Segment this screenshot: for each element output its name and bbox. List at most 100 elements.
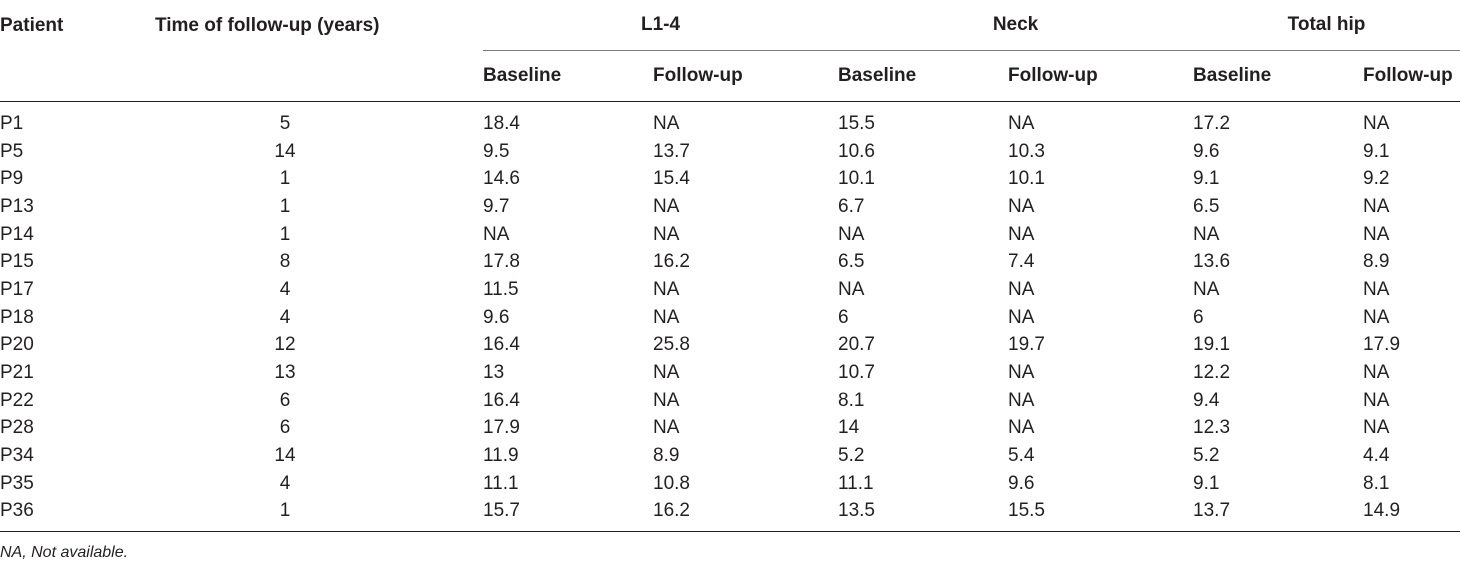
table-row: P28 6 17.9 NA 14 NA 12.3 NA	[0, 415, 1460, 443]
cell-neck-baseline: 10.1	[838, 168, 875, 190]
cell-total-hip-baseline: NA	[1193, 278, 1220, 300]
table-row: P15 8 17.8 16.2 6.5 7.4 13.6 8.9	[0, 248, 1460, 276]
cell-total-hip-baseline: 13.6	[1193, 251, 1231, 273]
cell-neck-baseline: 10.6	[838, 140, 875, 162]
cell-patient: P34	[0, 445, 34, 467]
cell-l1-4-baseline: 16.4	[483, 389, 520, 411]
cell-total-hip-followup: 4.4	[1363, 445, 1390, 467]
cell-l1-4-baseline: 17.8	[483, 251, 520, 273]
cell-l1-4-followup: 8.9	[653, 445, 680, 467]
cell-total-hip-followup: NA	[1363, 223, 1390, 245]
cell-neck-followup: 7.4	[1008, 251, 1035, 273]
cell-total-hip-baseline: 12.2	[1193, 362, 1231, 384]
cell-total-hip-baseline: 6	[1193, 306, 1204, 328]
cell-patient: P9	[0, 168, 24, 190]
cell-patient: P20	[0, 334, 34, 356]
header-group-l1-4: L1-4	[483, 0, 839, 51]
cell-time: 4	[279, 306, 291, 328]
cell-neck-followup: NA	[1008, 278, 1035, 300]
cell-l1-4-followup: NA	[653, 223, 680, 245]
cell-l1-4-followup: 10.8	[653, 472, 690, 494]
table-row: P34 14 11.9 8.9 5.2 5.4 5.2 4.4	[0, 442, 1460, 470]
cell-neck-baseline: 20.7	[838, 334, 875, 356]
cell-l1-4-baseline: 11.5	[483, 278, 519, 300]
cell-time: 4	[279, 278, 291, 300]
cell-l1-4-baseline: 15.7	[483, 497, 653, 533]
cell-total-hip-baseline: 12.3	[1193, 417, 1231, 439]
data-table: Patient Time of follow-up (years) L1-4 N…	[0, 0, 1460, 533]
cell-neck-baseline: 11.1	[838, 472, 874, 494]
cell-neck-followup: 10.1	[1008, 168, 1045, 190]
cell-total-hip-followup: 9.1	[1363, 140, 1390, 162]
cell-total-hip-followup: 14.9	[1363, 497, 1460, 533]
cell-l1-4-followup: 15.4	[653, 168, 690, 190]
cell-neck-followup: NA	[1008, 417, 1035, 439]
cell-neck-followup: NA	[1008, 362, 1035, 384]
cell-neck-baseline: 10.7	[838, 362, 875, 384]
cell-neck-followup: 15.5	[1008, 497, 1194, 533]
cell-neck-baseline: NA	[838, 223, 865, 245]
table-row: P22 6 16.4 NA 8.1 NA 9.4 NA	[0, 387, 1460, 415]
cell-neck-followup: NA	[1008, 195, 1035, 217]
cell-l1-4-followup: NA	[653, 306, 680, 328]
header-time: Time of follow-up (years)	[155, 14, 380, 36]
table-body: P1 5 18.4 NA 15.5 NA 17.2 NA P5 14 9.5 13.7 10.6 10.3…	[0, 102, 1460, 533]
cell-total-hip-followup: 9.2	[1363, 168, 1390, 190]
cell-total-hip-baseline: 19.1	[1193, 334, 1231, 356]
cell-neck-baseline: 6.7	[838, 195, 865, 217]
cell-time: 8	[279, 251, 291, 273]
cell-l1-4-followup: 25.8	[653, 334, 690, 356]
cell-patient: P35	[0, 472, 34, 494]
cell-l1-4-baseline: NA	[483, 223, 510, 245]
cell-total-hip-followup: NA	[1363, 278, 1390, 300]
cell-neck-followup: 5.4	[1008, 445, 1035, 467]
cell-l1-4-baseline: 9.7	[483, 195, 510, 217]
cell-total-hip-baseline: 5.2	[1193, 445, 1220, 467]
header-total-hip-followup: Follow-up	[1363, 65, 1453, 86]
cell-total-hip-followup: NA	[1363, 112, 1390, 134]
cell-neck-baseline: 13.5	[838, 497, 1009, 533]
cell-total-hip-baseline: 13.7	[1193, 497, 1364, 533]
cell-patient: P13	[0, 195, 34, 217]
cell-total-hip-followup: 8.1	[1363, 472, 1390, 494]
cell-l1-4-baseline: 11.9	[483, 445, 519, 467]
cell-l1-4-baseline: 9.6	[483, 306, 510, 328]
cell-l1-4-followup: 16.2	[653, 497, 839, 533]
cell-l1-4-baseline: 9.5	[483, 140, 510, 162]
table-row: P35 4 11.1 10.8 11.1 9.6 9.1 8.1	[0, 470, 1460, 498]
cell-neck-baseline: NA	[838, 278, 865, 300]
table-row: P13 1 9.7 NA 6.7 NA 6.5 NA	[0, 193, 1460, 221]
cell-total-hip-baseline: NA	[1193, 223, 1220, 245]
header-l1-4-baseline: Baseline	[483, 65, 562, 86]
cell-neck-baseline: 14	[838, 417, 860, 439]
cell-patient: P17	[0, 278, 34, 300]
cell-l1-4-followup: NA	[653, 362, 680, 384]
cell-time: 14	[274, 140, 296, 162]
cell-patient: P21	[0, 362, 34, 384]
cell-time: 1	[279, 223, 291, 245]
cell-total-hip-followup: NA	[1363, 417, 1390, 439]
cell-neck-baseline: 6.5	[838, 251, 865, 273]
cell-patient: P15	[0, 251, 34, 273]
cell-l1-4-followup: 16.2	[653, 251, 690, 273]
cell-patient: P22	[0, 389, 34, 411]
cell-time: 14	[274, 445, 296, 467]
cell-total-hip-followup: 17.9	[1363, 334, 1401, 356]
cell-l1-4-baseline: 17.9	[483, 417, 520, 439]
table-row: P1 5 18.4 NA 15.5 NA 17.2 NA	[0, 102, 1460, 138]
cell-time: 13	[274, 362, 296, 384]
cell-l1-4-followup: 13.7	[653, 140, 690, 162]
cell-time: 1	[155, 497, 415, 533]
table-row: P5 14 9.5 13.7 10.6 10.3 9.6 9.1	[0, 138, 1460, 166]
table-row: P18 4 9.6 NA 6 NA 6 NA	[0, 304, 1460, 332]
header-group-total-hip: Total hip	[1193, 0, 1460, 51]
cell-neck-followup: 19.7	[1008, 334, 1045, 356]
cell-patient: P14	[0, 223, 34, 245]
cell-total-hip-followup: NA	[1363, 362, 1390, 384]
cell-l1-4-followup: NA	[653, 417, 680, 439]
header-group-neck: Neck	[838, 0, 1194, 51]
cell-l1-4-baseline: 11.1	[483, 472, 519, 494]
cell-neck-followup: NA	[1008, 112, 1035, 134]
table-row: P21 13 13 NA 10.7 NA 12.2 NA	[0, 359, 1460, 387]
cell-neck-followup: NA	[1008, 223, 1035, 245]
